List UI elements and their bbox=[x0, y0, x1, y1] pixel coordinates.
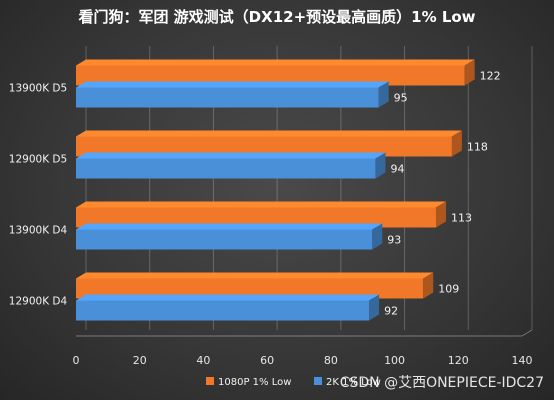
bar-side-face bbox=[435, 201, 446, 228]
x-tick-label: 0 bbox=[73, 354, 80, 367]
category-label: 13900K D5 bbox=[9, 83, 67, 95]
bar bbox=[76, 300, 370, 321]
chart-title: 看门狗：军团 游戏测试（DX12+预设最高画质）1% Low bbox=[78, 8, 476, 26]
bar-top-face bbox=[76, 272, 434, 279]
category-label: 12900K D4 bbox=[9, 296, 68, 308]
bar-top-face bbox=[76, 152, 386, 159]
data-label: 122 bbox=[480, 70, 501, 83]
category-label: 13900K D4 bbox=[9, 225, 68, 237]
category-label: 12900K D5 bbox=[9, 154, 67, 166]
data-label: 93 bbox=[387, 234, 401, 247]
bar-side-face bbox=[369, 294, 380, 321]
bar bbox=[76, 136, 452, 157]
bar bbox=[76, 65, 465, 86]
bar bbox=[76, 278, 424, 299]
x-axis-depth-line bbox=[521, 329, 533, 337]
x-tick-label: 60 bbox=[260, 354, 274, 367]
bar-top-face bbox=[76, 59, 475, 66]
bar-side-face bbox=[464, 59, 475, 86]
bar-top-face bbox=[76, 81, 389, 88]
x-tick-label: 120 bbox=[448, 354, 469, 367]
data-label: 92 bbox=[384, 305, 398, 318]
legend-label: 1080P 1% Low bbox=[218, 377, 291, 388]
bar bbox=[76, 207, 436, 228]
bar bbox=[76, 229, 373, 250]
legend-swatch bbox=[206, 377, 214, 385]
bar-top-face bbox=[76, 294, 380, 301]
data-label: 109 bbox=[438, 283, 459, 296]
bar-top-face bbox=[76, 130, 462, 137]
bar-side-face bbox=[378, 81, 389, 108]
bar-side-face bbox=[451, 130, 462, 157]
x-tick-label: 80 bbox=[324, 354, 338, 367]
x-tick-label: 40 bbox=[196, 354, 210, 367]
bar-side-face bbox=[375, 152, 386, 179]
x-tick-label: 140 bbox=[512, 354, 533, 367]
bar-side-face bbox=[423, 272, 434, 299]
bar bbox=[76, 87, 379, 108]
data-label: 94 bbox=[390, 163, 404, 176]
watermark: CSDN @艾西ONEPIECE-IDC27 bbox=[339, 375, 544, 391]
data-label: 118 bbox=[467, 141, 488, 154]
bar bbox=[76, 158, 376, 179]
legend-swatch bbox=[314, 377, 322, 385]
bar-side-face bbox=[372, 223, 383, 250]
legend-label: 2K 1% Low bbox=[326, 377, 381, 388]
x-tick-label: 100 bbox=[384, 354, 405, 367]
bar-top-face bbox=[76, 223, 383, 230]
x-tick-label: 20 bbox=[133, 354, 147, 367]
data-label: 95 bbox=[394, 92, 408, 105]
data-label: 113 bbox=[451, 212, 472, 225]
bar-top-face bbox=[76, 201, 446, 208]
